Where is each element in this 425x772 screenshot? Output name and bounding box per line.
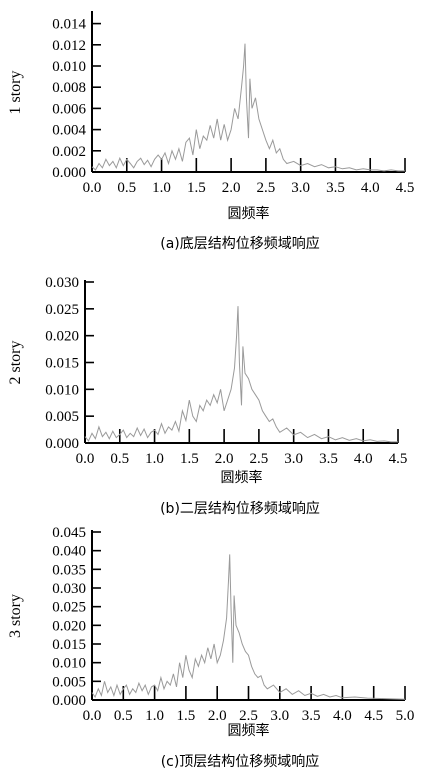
x-tick-label: 2.0: [215, 451, 234, 467]
y-tick-label: 0.012: [52, 38, 86, 54]
x-tick-label: 3.0: [291, 180, 310, 196]
x-tick-label: 4.0: [361, 180, 380, 196]
y-tick-label: 0.000: [45, 436, 79, 452]
x-tick-label: 1.5: [187, 180, 206, 196]
x-tick-label: 5.0: [396, 708, 415, 724]
y-tick-label: 0.006: [52, 101, 86, 117]
series-line-1: [91, 554, 406, 700]
x-tick-label: 4.0: [354, 451, 373, 467]
x-tick-label: 2.5: [257, 180, 276, 196]
panel-caption: (a)底层结构位移频域响应: [160, 235, 320, 252]
chart-panel-2: 0.000 0.005 0.010 0.015 0.020 0.025 0.030 0.0 0.…: [7, 275, 407, 517]
x-tick-label: 0.0: [83, 180, 102, 196]
y-axis-label: 3 story: [7, 594, 24, 638]
x-tick-label: 2.0: [222, 180, 241, 196]
x-tick-label: 0.0: [83, 708, 102, 724]
x-tick-label: 2.5: [239, 708, 258, 724]
y-tick-label: 0.015: [52, 637, 86, 653]
x-tick-label: 4.5: [389, 451, 408, 467]
y-axis-label: 1 story: [7, 71, 24, 115]
x-tick-label: 3.0: [270, 708, 289, 724]
series-line-1: [91, 43, 405, 172]
x-tick-label: 3.5: [326, 180, 345, 196]
x-tick-label: 1.0: [145, 451, 164, 467]
x-tick-label: 0.5: [110, 451, 129, 467]
panel-caption: (c)顶层结构位移频域响应: [161, 753, 320, 770]
y-tick-label: 0.002: [52, 144, 86, 160]
x-tick-label: 1.0: [152, 180, 171, 196]
x-tick-label: 2.5: [250, 451, 269, 467]
x-axis-label: 圆频率: [228, 205, 270, 222]
panel-caption: (b)二层结构位移频域响应: [160, 500, 320, 517]
y-tick-label: 0.030: [45, 275, 79, 291]
y-tick-label: 0.020: [45, 329, 79, 345]
x-tick-label: 1.5: [180, 451, 199, 467]
x-tick-label: 3.0: [284, 451, 303, 467]
y-tick-label: 0.020: [52, 618, 86, 634]
y-tick-label: 0.005: [52, 674, 86, 690]
x-tick-label: 1.5: [177, 708, 196, 724]
y-tick-label: 0.008: [52, 80, 86, 96]
x-tick-label: 0.5: [114, 708, 133, 724]
y-tick-label: 0.005: [45, 409, 79, 425]
chart-panel-1: 0.000 0.002 0.004 0.006 0.008 0.010 0.012 0.014…: [7, 11, 414, 252]
x-tick-label: 2.0: [208, 708, 227, 724]
y-tick-label: 0.000: [52, 693, 86, 709]
x-axis-label: 圆频率: [228, 722, 270, 739]
x-axis-label: 圆频率: [221, 469, 263, 486]
x-tick-label: 4.5: [396, 180, 415, 196]
x-tick-label: 0.5: [117, 180, 136, 196]
series-line-1: [84, 306, 398, 443]
y-tick-label: 0.045: [52, 525, 86, 541]
y-tick-label: 0.010: [52, 656, 86, 672]
chart-panel-3: 0.000 0.005 0.010 0.015 0.020 0.025 0.030 0.035…: [7, 525, 414, 770]
y-tick-label: 0.035: [52, 562, 86, 578]
x-tick-label: 4.0: [333, 708, 352, 724]
x-tick-label: 0.0: [76, 451, 95, 467]
x-tick-label: 4.5: [364, 708, 383, 724]
y-tick-label: 0.025: [52, 600, 86, 616]
y-tick-label: 0.000: [52, 165, 86, 181]
y-tick-label: 0.040: [52, 544, 86, 560]
y-tick-label: 0.030: [52, 581, 86, 597]
y-tick-label: 0.025: [45, 302, 79, 318]
y-axis-label: 2 story: [7, 341, 24, 385]
y-tick-label: 0.015: [45, 356, 79, 372]
y-tick-label: 0.004: [52, 123, 86, 139]
y-tick-label: 0.010: [52, 59, 86, 75]
x-tick-label: 3.5: [302, 708, 321, 724]
x-tick-label: 3.5: [319, 451, 338, 467]
x-tick-label: 1.0: [145, 708, 164, 724]
y-tick-label: 0.010: [45, 382, 79, 398]
y-tick-label: 0.014: [52, 17, 86, 33]
